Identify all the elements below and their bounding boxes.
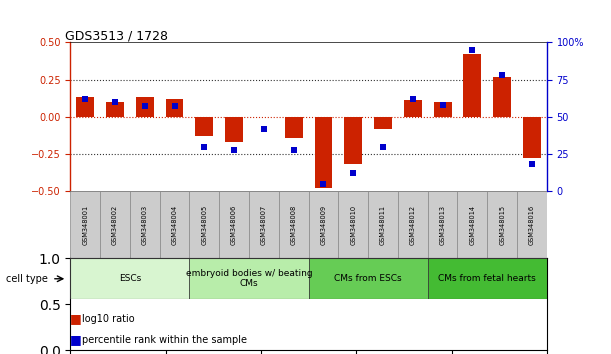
- Bar: [428, 191, 458, 258]
- Bar: [338, 191, 368, 258]
- Point: [497, 72, 507, 78]
- Point: [110, 99, 120, 105]
- Text: ESCs: ESCs: [119, 274, 141, 283]
- Point: [140, 104, 150, 109]
- Text: cell type: cell type: [6, 274, 48, 284]
- Bar: [249, 191, 279, 258]
- Bar: [374, 117, 392, 129]
- Bar: [523, 117, 541, 159]
- Bar: [279, 191, 309, 258]
- Bar: [368, 191, 398, 258]
- Bar: [488, 191, 517, 258]
- Point: [348, 171, 358, 176]
- Point: [170, 104, 180, 109]
- Text: GSM348009: GSM348009: [320, 205, 326, 245]
- Text: GSM348014: GSM348014: [469, 205, 475, 245]
- Bar: [219, 191, 249, 258]
- Point: [527, 161, 537, 167]
- Text: ■: ■: [70, 312, 82, 325]
- Point: [378, 144, 388, 149]
- Bar: [70, 191, 100, 258]
- Point: [80, 96, 90, 102]
- Text: GSM348004: GSM348004: [172, 205, 178, 245]
- Bar: [196, 117, 213, 136]
- Point: [289, 147, 299, 152]
- Bar: [315, 117, 332, 188]
- Text: GSM348016: GSM348016: [529, 205, 535, 245]
- Bar: [189, 191, 219, 258]
- Bar: [345, 117, 362, 164]
- Text: GSM348001: GSM348001: [82, 205, 88, 245]
- Point: [467, 47, 477, 53]
- Text: GDS3513 / 1728: GDS3513 / 1728: [65, 29, 169, 42]
- Text: GSM348005: GSM348005: [201, 205, 207, 245]
- Point: [229, 147, 239, 152]
- Bar: [309, 191, 338, 258]
- Bar: [463, 55, 481, 117]
- Bar: [404, 101, 422, 117]
- Bar: [434, 102, 452, 117]
- Text: embryoid bodies w/ beating
CMs: embryoid bodies w/ beating CMs: [186, 269, 312, 289]
- Bar: [159, 191, 189, 258]
- Bar: [189, 258, 309, 299]
- Point: [199, 144, 209, 149]
- Text: log10 ratio: log10 ratio: [82, 314, 135, 324]
- Text: ■: ■: [70, 333, 82, 346]
- Point: [408, 96, 418, 102]
- Text: CMs from ESCs: CMs from ESCs: [334, 274, 402, 283]
- Text: GSM348012: GSM348012: [410, 205, 416, 245]
- Bar: [517, 191, 547, 258]
- Bar: [100, 191, 130, 258]
- Text: CMs from fetal hearts: CMs from fetal hearts: [439, 274, 536, 283]
- Bar: [106, 102, 124, 117]
- Bar: [493, 77, 511, 117]
- Bar: [76, 97, 94, 117]
- Bar: [428, 258, 547, 299]
- Text: GSM348006: GSM348006: [231, 205, 237, 245]
- Text: GSM348015: GSM348015: [499, 205, 505, 245]
- Text: GSM348007: GSM348007: [261, 205, 267, 245]
- Point: [318, 181, 328, 187]
- Bar: [70, 258, 189, 299]
- Text: GSM348011: GSM348011: [380, 205, 386, 245]
- Bar: [225, 117, 243, 142]
- Text: percentile rank within the sample: percentile rank within the sample: [82, 335, 247, 345]
- Text: GSM348003: GSM348003: [142, 205, 148, 245]
- Bar: [130, 191, 159, 258]
- Bar: [398, 191, 428, 258]
- Bar: [166, 99, 183, 117]
- Text: GSM348013: GSM348013: [439, 205, 445, 245]
- Bar: [285, 117, 302, 138]
- Text: GSM348010: GSM348010: [350, 205, 356, 245]
- Point: [437, 102, 447, 108]
- Bar: [136, 97, 154, 117]
- Text: GSM348002: GSM348002: [112, 205, 118, 245]
- Bar: [458, 191, 488, 258]
- Point: [259, 126, 269, 132]
- Text: GSM348008: GSM348008: [291, 205, 297, 245]
- Bar: [309, 258, 428, 299]
